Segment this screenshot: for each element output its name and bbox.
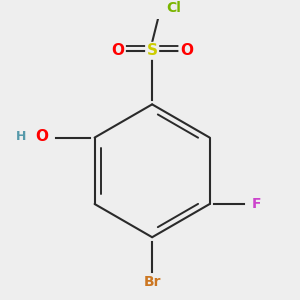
Text: Br: Br (143, 275, 161, 289)
Text: Cl: Cl (166, 1, 181, 15)
Text: F: F (251, 197, 261, 211)
Text: S: S (147, 43, 158, 58)
Text: H: H (16, 130, 26, 143)
Text: O: O (111, 43, 124, 58)
Text: O: O (35, 129, 49, 144)
Text: O: O (180, 43, 193, 58)
